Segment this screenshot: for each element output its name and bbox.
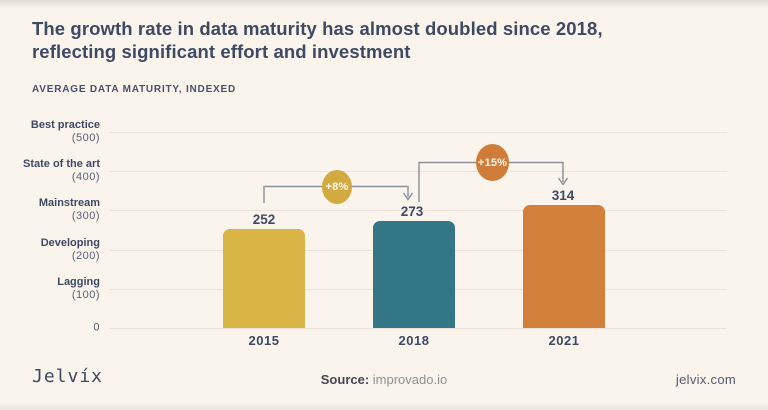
growth-badge-8pct: +8%	[322, 170, 352, 204]
y-axis-label-zero: 0	[0, 322, 100, 335]
title-line-1: The growth rate in data maturity has alm…	[32, 18, 603, 39]
axis-value: (300)	[71, 210, 100, 223]
gridline	[110, 210, 727, 212]
source-credit: Source: improvado.io	[0, 372, 768, 387]
value-label-2015: 252	[252, 212, 276, 228]
top-edge-shade	[0, 0, 768, 9]
arrow-down-icon	[402, 192, 414, 201]
axis-value: (200)	[71, 249, 100, 262]
jelvix-logo: Jelvíx	[32, 366, 104, 387]
bottom-edge-shade	[0, 402, 768, 410]
title-line-2: reflecting significant effort and invest…	[32, 41, 411, 62]
bar-2021	[523, 204, 605, 328]
y-axis-label-lagging: Lagging (100)	[0, 276, 100, 302]
axis-name: Mainstream	[38, 197, 100, 210]
value-label-2021: 314	[551, 187, 575, 203]
y-axis-label-state-of-the-art: State of the art (400)	[0, 158, 100, 184]
y-axis-label-mainstream: Mainstream (300)	[0, 197, 100, 223]
bar-2018	[373, 221, 455, 328]
axis-name: State of the art	[22, 158, 100, 171]
chart-subtitle: AVERAGE DATA MATURITY, INDEXED	[32, 84, 237, 95]
growth-badge-15pct: +15%	[476, 144, 509, 181]
y-axis-label-developing: Developing (200)	[0, 237, 100, 263]
x-axis-label-2018: 2018	[398, 333, 430, 348]
source-value: improvado.io	[369, 372, 448, 387]
axis-name: Lagging	[57, 275, 100, 288]
axis-value: 0	[93, 321, 100, 334]
axis-value: (100)	[71, 288, 100, 301]
axis-name: Developing	[40, 236, 100, 249]
arrow-down-icon	[557, 177, 569, 186]
x-axis-label-2021: 2021	[548, 333, 580, 348]
gridline	[110, 171, 727, 173]
value-label-2018: 273	[400, 204, 424, 219]
axis-value: (400)	[71, 171, 100, 184]
source-label: Source:	[320, 372, 370, 387]
page-title: The growth rate in data maturity has alm…	[32, 17, 712, 63]
y-axis-label-best-practice: Best practice (500)	[0, 119, 100, 145]
x-axis-label-2015: 2015	[248, 333, 280, 348]
bar-2015	[223, 229, 305, 328]
gridline	[110, 132, 727, 133]
gridline	[110, 328, 727, 329]
axis-value: (500)	[71, 132, 100, 144]
axis-name: Best practice	[30, 119, 100, 131]
website-link[interactable]: jelvix.com	[675, 372, 736, 387]
